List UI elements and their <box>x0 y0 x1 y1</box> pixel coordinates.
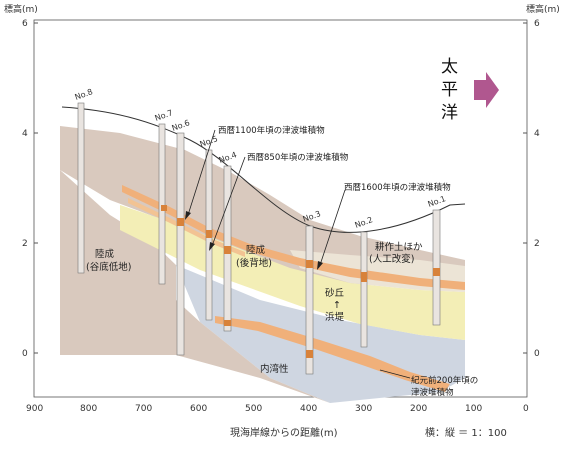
borehole-no2-tsunami <box>361 272 367 282</box>
borehole-columns <box>77 102 441 375</box>
label-artificial-line1: 耕作土ほか <box>375 241 423 253</box>
label-tsunami-bc200-line2: 津波堆積物 <box>411 387 454 398</box>
y-tick-label: 2 <box>22 239 28 249</box>
x-tick-label: 500 <box>245 404 262 414</box>
label-dune-line2: 浜堤 <box>325 311 345 323</box>
x-tick-label: 600 <box>190 404 207 414</box>
y-tick-label: 4 <box>22 129 28 139</box>
y-axis-right-label: 標高(m) <box>526 3 560 15</box>
label-backmarsh-line2: (後背地) <box>236 257 272 269</box>
borehole-no7 <box>158 123 166 285</box>
label-valley-line1: 陸成 <box>95 248 115 260</box>
tsunami-850-band <box>128 198 245 257</box>
y-tick-label: 6 <box>534 19 540 29</box>
borehole-no8 <box>77 102 85 274</box>
label-backmarsh-line1: 陸成 <box>246 244 266 256</box>
borehole-no1 <box>432 209 441 326</box>
y-axis-right: 6 4 2 0 <box>523 19 540 359</box>
borehole-no4-tsunami <box>224 246 231 254</box>
x-tick-label: 300 <box>355 404 372 414</box>
x-tick-label: 200 <box>410 404 427 414</box>
borehole-no3-tsunami <box>306 260 313 268</box>
label-dune-arrow: ↑ <box>333 300 341 311</box>
borehole-no6-tsunami <box>177 218 184 226</box>
x-tick-label: 0 <box>523 404 529 414</box>
borehole-no3-tsunami-lower <box>306 350 313 358</box>
tsunami-1600-band <box>122 185 465 290</box>
x-tick-label: 100 <box>465 404 482 414</box>
y-axis-left-label: 標高(m) <box>4 3 38 15</box>
x-axis: 900 800 700 600 500 400 300 200 100 0 <box>26 404 529 414</box>
ocean-direction-arrow-icon <box>474 72 499 108</box>
terrestrial-wedge <box>176 300 330 403</box>
borehole-no6 <box>176 132 185 356</box>
x-tick-label: 700 <box>135 404 152 414</box>
borehole-no4-tsunami-lower <box>224 320 231 326</box>
label-artificial-line2: (人工改変) <box>369 253 414 265</box>
ocean-label-char: 太 <box>441 57 458 77</box>
x-axis-label: 現海岸線からの距離(m) <box>230 426 338 439</box>
borehole-no1-tsunami <box>433 268 440 276</box>
y-tick-label: 2 <box>534 239 540 249</box>
ocean-label-char: 平 <box>441 80 458 100</box>
x-tick-label: 400 <box>300 404 317 414</box>
borehole-no3 <box>305 225 314 375</box>
label-dune-line1: 砂丘 <box>325 287 345 299</box>
label-tsunami-1100: 西暦1100年頃の津波堆積物 <box>218 125 325 136</box>
x-tick-label: 900 <box>26 404 43 414</box>
terrestrial-layer-lower <box>60 126 176 355</box>
annotation-leaders <box>187 129 411 379</box>
ocean-label-char: 洋 <box>441 103 458 123</box>
borehole-no5-tsunami <box>206 230 212 238</box>
y-tick-label: 4 <box>534 129 540 139</box>
label-tsunami-1600: 西暦1600年頃の津波堆積物 <box>344 182 451 193</box>
x-tick-label: 800 <box>80 404 97 414</box>
label-valley-line2: (谷底低地) <box>86 261 131 273</box>
y-tick-label: 0 <box>22 349 28 359</box>
y-tick-label: 0 <box>534 349 540 359</box>
y-axis-left: 6 4 2 0 <box>22 19 38 359</box>
borehole-no7-tsunami <box>161 205 167 211</box>
y-tick-label: 6 <box>22 19 28 29</box>
ground-surface-line <box>61 106 466 233</box>
borehole-no2 <box>360 231 368 348</box>
annotation-arrowheads <box>185 211 323 270</box>
scale-note: 横：縦 ＝ 1：100 <box>425 426 507 439</box>
label-tsunami-bc200-line1: 紀元前200年頃の <box>411 375 478 386</box>
label-tsunami-850: 西暦850年頃の津波堆積物 <box>247 152 349 163</box>
label-bay: 内湾性 <box>260 363 289 375</box>
